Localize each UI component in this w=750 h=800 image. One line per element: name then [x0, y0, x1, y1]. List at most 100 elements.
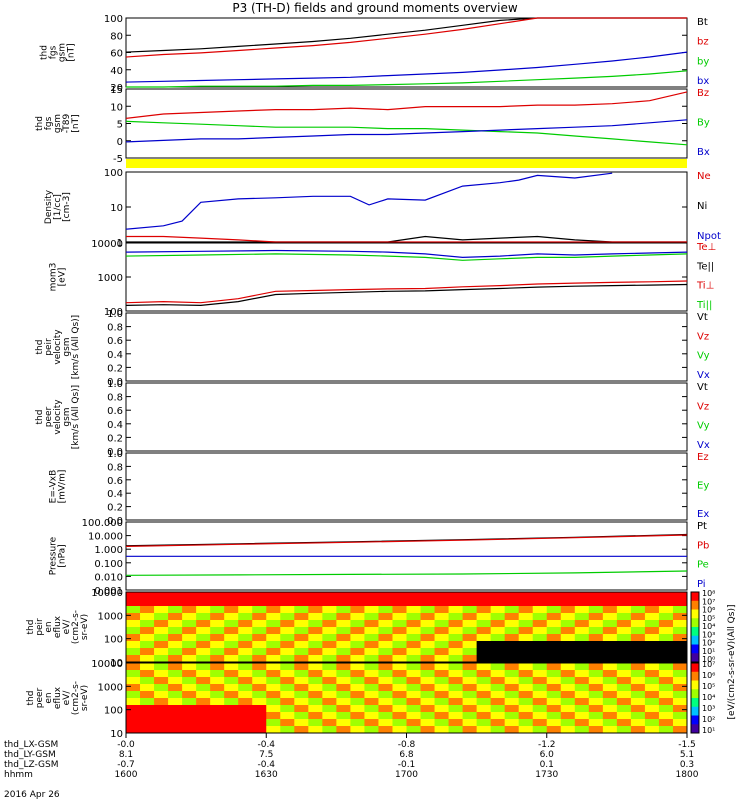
spectrogram-cell [224, 592, 239, 600]
spectrogram-cell [518, 592, 534, 600]
spectrogram-cell [182, 691, 197, 699]
spectrogram-cell [546, 677, 562, 685]
spectrogram-cell [280, 634, 295, 642]
spectrogram-cell [420, 641, 436, 649]
series-line [125, 534, 688, 547]
spectrogram-cell [154, 705, 169, 713]
spectrogram-cell [546, 705, 562, 713]
y-axis-label: thd [40, 45, 50, 60]
spectrogram-cell [392, 684, 407, 692]
spectrogram-cell [350, 691, 365, 699]
spectrogram-cell [322, 627, 337, 635]
spectrogram-cell [616, 726, 632, 734]
spectrogram-cell [154, 620, 169, 628]
spectrogram-cell [406, 726, 422, 734]
spectrogram-cell [238, 719, 253, 727]
colorbar-swatch [691, 724, 699, 734]
spectrogram-cell [588, 698, 604, 706]
spectrogram-cell [224, 627, 239, 635]
spectrogram-cell [420, 677, 436, 685]
spectrogram-cell [546, 684, 562, 692]
legend-label: Ti⊥ [696, 281, 714, 292]
spectrogram-cell [560, 599, 576, 607]
spectrogram-cell [266, 592, 281, 600]
y-axis-label: eflux [53, 686, 63, 709]
spectrogram-cell [406, 613, 422, 621]
spectrogram-cell [532, 705, 548, 713]
y-tick-label: 10 [110, 102, 123, 113]
spectrogram-cell [308, 726, 323, 734]
spectrogram-cell [154, 726, 169, 734]
spectrogram-cell [644, 698, 660, 706]
spectrogram-cell [448, 726, 464, 734]
spectrogram-cell [196, 634, 211, 642]
spectrogram-cell [546, 648, 562, 656]
spectrogram-cell [308, 705, 323, 713]
y-axis-label: sr-eV) [80, 685, 90, 711]
spectrogram-cell [154, 712, 169, 720]
spectrogram-cell [602, 663, 618, 671]
spectrogram-cell [420, 627, 436, 635]
spectrogram-cell [560, 641, 576, 649]
spectrogram-cell [406, 627, 422, 635]
spectrogram-cell [154, 655, 169, 663]
spectrogram-cell [658, 663, 674, 671]
spectrogram-cell [294, 705, 309, 713]
spectrogram-cell [476, 599, 492, 607]
spectrogram-cell [462, 719, 478, 727]
spectrogram-cell [154, 691, 169, 699]
spectrogram-cell [616, 691, 632, 699]
y-axis-label: thd [35, 340, 45, 355]
colorbar-swatch [691, 698, 699, 708]
spectrogram-cell [574, 613, 590, 621]
spectrogram-cell [658, 648, 674, 656]
spectrogram-cell [350, 606, 365, 614]
spectrogram-cell [280, 684, 295, 692]
spectrogram-cell [224, 663, 239, 671]
spectrogram-cell [448, 599, 464, 607]
spectrogram-cell [126, 599, 141, 607]
spectrogram-cell [322, 698, 337, 706]
spectrogram-cell [280, 677, 295, 685]
spectrogram-cell [630, 627, 646, 635]
spectrogram-cell [196, 684, 211, 692]
spectrogram-cell [658, 592, 674, 600]
spectrogram-cell [476, 613, 492, 621]
colorbar-swatch [691, 627, 699, 637]
legend-label: Te⊥ [696, 242, 716, 253]
y-tick-label: 40 [110, 66, 123, 77]
spectrogram-cell [392, 613, 407, 621]
spectrogram-cell [574, 670, 590, 678]
spectrogram-cell [392, 726, 407, 734]
spectrogram-cell [560, 592, 576, 600]
spectrogram-cell [462, 620, 478, 628]
spectrogram-cell [126, 712, 141, 720]
spectrogram-cell [504, 613, 520, 621]
spectrogram-cell [672, 606, 688, 614]
spectrogram-cell [364, 648, 379, 656]
spectrogram-cell [658, 620, 674, 628]
spectrogram-cell [308, 627, 323, 635]
spectrogram-cell [546, 606, 562, 614]
spectrogram-cell [224, 712, 239, 720]
y-axis-label: thd [35, 410, 45, 425]
spectrogram-cell [336, 613, 351, 621]
spectrogram-cell [462, 627, 478, 635]
spectrogram-cell [392, 719, 407, 727]
spectrogram-cell [364, 691, 379, 699]
spectrogram-cell [210, 592, 225, 600]
spectrogram-cell [448, 627, 464, 635]
spectrogram-cell [560, 655, 576, 663]
x-tick-label: 6.0 [540, 750, 555, 760]
spectrogram-cell [210, 620, 225, 628]
spectrogram-cell [490, 719, 506, 727]
colorbar-tick: 10⁷ [702, 597, 715, 606]
spectrogram-cell [210, 691, 225, 699]
spectrogram-cell [182, 627, 197, 635]
spectrogram-cell [616, 705, 632, 713]
y-tick-label: 100 [104, 307, 123, 318]
y-axis-label: thd [26, 691, 36, 706]
spectrogram-cell [504, 705, 520, 713]
spectrogram-cell [546, 655, 562, 663]
spectrogram-cell [210, 712, 225, 720]
